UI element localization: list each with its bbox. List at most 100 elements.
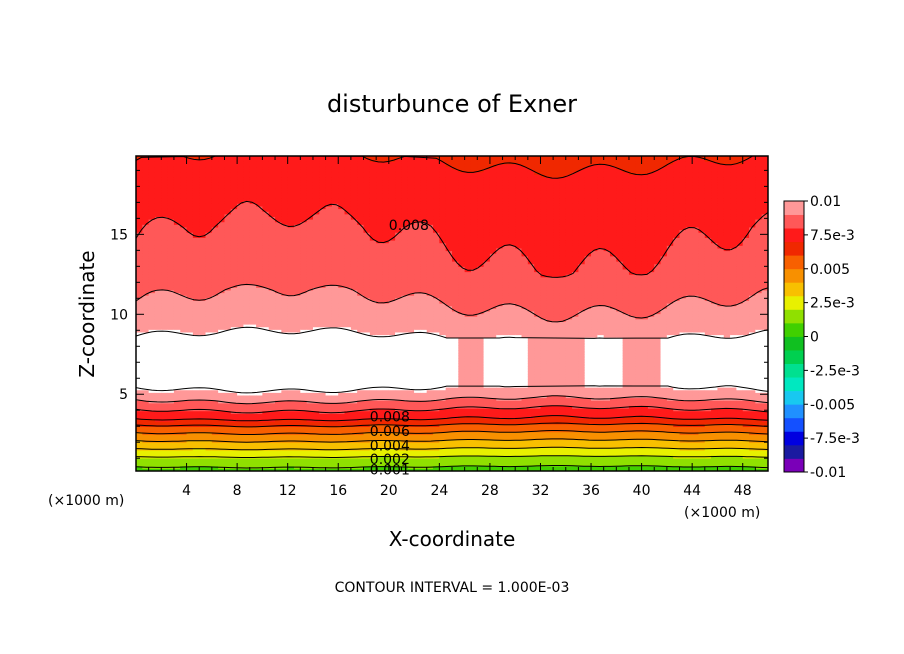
field-cell [148,389,156,393]
field-cell [243,158,251,162]
field-cell [199,287,207,291]
field-cell [363,268,371,273]
field-cell [338,255,346,259]
field-cell [148,381,156,385]
field-cell [161,292,169,296]
field-cell [350,289,358,294]
field-cell [167,355,175,359]
field-cell [319,321,327,325]
field-cell [136,452,143,456]
field-cell [338,384,346,388]
field-cell [218,376,226,380]
field-cell [369,258,377,262]
field-cell [167,429,175,433]
field-cell [173,313,181,317]
field-cell [142,415,150,420]
field-cell [376,263,384,267]
field-cell [224,350,232,354]
field-cell [224,171,232,175]
field-cell [186,360,194,364]
field-cell [161,208,169,212]
field-cell [256,232,263,236]
field-cell [237,447,245,451]
field-cell [363,337,371,341]
field-cell [287,300,295,304]
field-cell [268,247,276,252]
field-cell [363,161,371,165]
field-cell [306,376,314,380]
field-cell [369,158,377,162]
field-cell [167,347,175,351]
field-cell [262,329,270,333]
field-cell [218,352,226,357]
field-cell [350,208,358,212]
field-cell [256,392,263,396]
field-cell [338,460,346,464]
field-cell [224,421,232,425]
field-cell [262,156,270,160]
field-cell [350,410,358,414]
field-cell [211,444,219,448]
field-cell [331,182,339,186]
field-cell [344,213,352,217]
field-cell [249,447,257,451]
field-cell [319,211,327,215]
field-cell [338,237,346,241]
field-cell [186,450,194,454]
field-cell [281,174,289,178]
field-cell [357,352,365,357]
field-cell [148,229,156,233]
field-cell [256,339,263,343]
field-cell [294,358,301,362]
field-cell [262,282,270,286]
field-cell [275,282,282,286]
field-cell [344,452,352,456]
field-cell [294,402,301,406]
field-cell [180,352,188,357]
field-cell [331,352,339,357]
field-cell [344,297,352,301]
field-cell [312,208,320,212]
field-cell [312,310,320,315]
field-cell [344,457,352,462]
field-cell [306,253,314,257]
field-cell [186,342,194,346]
field-cell [180,158,188,162]
field-cell [325,455,333,459]
field-cell [287,158,295,162]
field-cell [338,276,346,280]
field-cell [319,379,327,383]
field-cell [148,366,156,370]
field-cell [325,400,333,404]
field-cell [218,263,226,267]
field-cell [319,352,327,357]
field-cell [218,226,226,231]
field-cell [281,224,289,228]
field-cell [230,324,238,328]
field-cell [312,316,320,320]
field-cell [224,394,232,399]
field-cell [218,318,226,322]
field-cell [186,345,194,349]
field-cell [275,429,282,433]
field-cell [331,156,339,160]
field-cell [142,463,150,467]
field-cell [199,444,207,448]
field-cell [363,400,371,404]
field-cell [136,371,143,375]
field-cell [357,371,365,375]
field-cell [192,226,200,231]
field-cell [136,237,143,241]
field-cell [331,366,339,370]
field-cell [148,182,156,186]
field-cell [350,450,358,454]
field-cell [357,184,365,189]
field-cell [192,224,200,228]
field-cell [268,279,276,283]
field-cell [300,271,308,275]
field-cell [281,179,289,183]
field-cell [167,292,175,296]
field-cell [218,161,226,165]
field-cell [287,434,295,438]
field-cell [154,219,162,223]
